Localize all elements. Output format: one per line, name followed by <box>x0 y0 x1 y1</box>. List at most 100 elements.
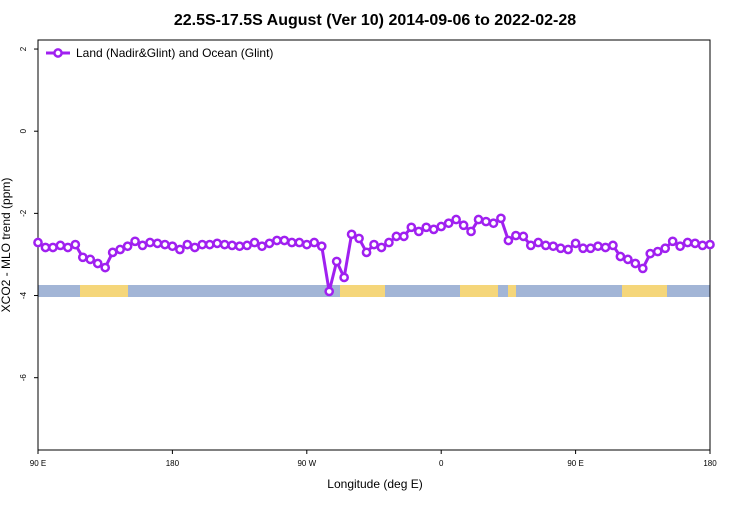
data-point <box>369 239 379 250</box>
x-tick-label: 180 <box>703 459 717 468</box>
data-point <box>473 214 484 225</box>
chart-title: 22.5S-17.5S August (Ver 10) 2014-09-06 t… <box>174 12 576 29</box>
data-point <box>585 243 596 254</box>
y-tick-label: -6 <box>19 374 28 382</box>
data-point <box>212 238 223 249</box>
data-point <box>428 224 439 235</box>
data-point <box>197 239 208 250</box>
x-tick-label: 180 <box>166 459 180 468</box>
data-point <box>354 233 364 244</box>
data-point <box>167 241 178 252</box>
data-point <box>705 239 715 250</box>
data-point <box>339 272 349 283</box>
land-ocean-strip <box>38 285 710 297</box>
data-point <box>324 286 335 297</box>
data-point <box>77 252 88 263</box>
data-point <box>376 242 387 253</box>
y-tick-label: 0 <box>19 128 28 133</box>
data-point <box>496 213 506 224</box>
data-point <box>413 226 424 237</box>
data-point <box>391 231 402 242</box>
data-point <box>227 240 237 251</box>
data-point <box>219 239 230 250</box>
data-point <box>511 230 521 241</box>
data-point <box>675 241 685 252</box>
data-point <box>503 235 514 246</box>
data-point <box>630 258 641 269</box>
data-point <box>406 222 417 233</box>
data-point <box>92 258 103 269</box>
data-point <box>615 251 626 262</box>
data-point <box>637 263 648 274</box>
legend-label: Land (Nadir&Glint) and Ocean (Glint) <box>76 46 273 60</box>
data-point <box>294 237 305 248</box>
data-point <box>570 238 581 249</box>
data-point <box>204 239 215 250</box>
data-point <box>130 236 140 247</box>
data-point <box>443 218 454 229</box>
data-point <box>40 242 51 253</box>
data-point <box>48 242 58 253</box>
data-point <box>316 241 327 252</box>
data-point <box>122 241 133 252</box>
data-point <box>451 214 461 225</box>
land-patch <box>460 285 498 297</box>
data-point <box>85 254 96 265</box>
data-point <box>234 241 245 252</box>
data-point <box>33 237 43 248</box>
data-point <box>533 237 544 248</box>
data-point <box>652 246 663 257</box>
y-tick-label: -2 <box>19 209 28 217</box>
y-tick-label: -4 <box>19 291 28 299</box>
data-point <box>189 242 200 253</box>
data-point <box>682 237 693 248</box>
data-point <box>660 243 671 254</box>
data-point <box>264 238 275 249</box>
data-point <box>578 243 588 254</box>
x-tick-label: 90 E <box>30 459 46 468</box>
land-patch <box>80 285 128 297</box>
y-axis-label: XCO2 - MLO trend (ppm) <box>0 178 13 313</box>
data-point <box>279 235 290 246</box>
data-point <box>690 238 700 249</box>
data-point <box>623 254 633 265</box>
data-point <box>697 240 708 251</box>
data-point <box>287 237 297 248</box>
data-point <box>361 247 372 258</box>
land-patch <box>508 285 516 297</box>
data-point <box>600 242 611 253</box>
data-point <box>593 241 603 252</box>
data-point <box>160 239 170 250</box>
data-point <box>63 242 73 253</box>
data-point <box>115 244 125 255</box>
land-patch <box>340 285 385 297</box>
data-point <box>137 240 148 251</box>
data-point <box>107 247 118 258</box>
data-point <box>145 237 155 248</box>
data-point <box>301 239 312 250</box>
data-point <box>100 262 111 273</box>
data-point <box>555 243 566 254</box>
data-point <box>152 238 163 249</box>
land-patch <box>622 285 667 297</box>
data-point <box>525 240 536 251</box>
data-point <box>331 256 342 267</box>
data-point <box>488 218 499 229</box>
data-point <box>436 221 447 232</box>
data-point <box>384 237 394 248</box>
data-point <box>540 240 551 251</box>
data-point <box>249 237 260 248</box>
legend-marker <box>53 48 63 58</box>
data-point <box>667 236 678 247</box>
data-point <box>309 237 320 248</box>
data-point <box>466 226 476 237</box>
data-point <box>399 231 409 242</box>
data-point <box>548 241 559 252</box>
data-point <box>272 235 282 246</box>
data-point <box>257 241 267 252</box>
data-point <box>182 239 193 250</box>
data-point <box>242 240 252 251</box>
data-point <box>481 216 491 227</box>
data-point <box>70 239 81 250</box>
